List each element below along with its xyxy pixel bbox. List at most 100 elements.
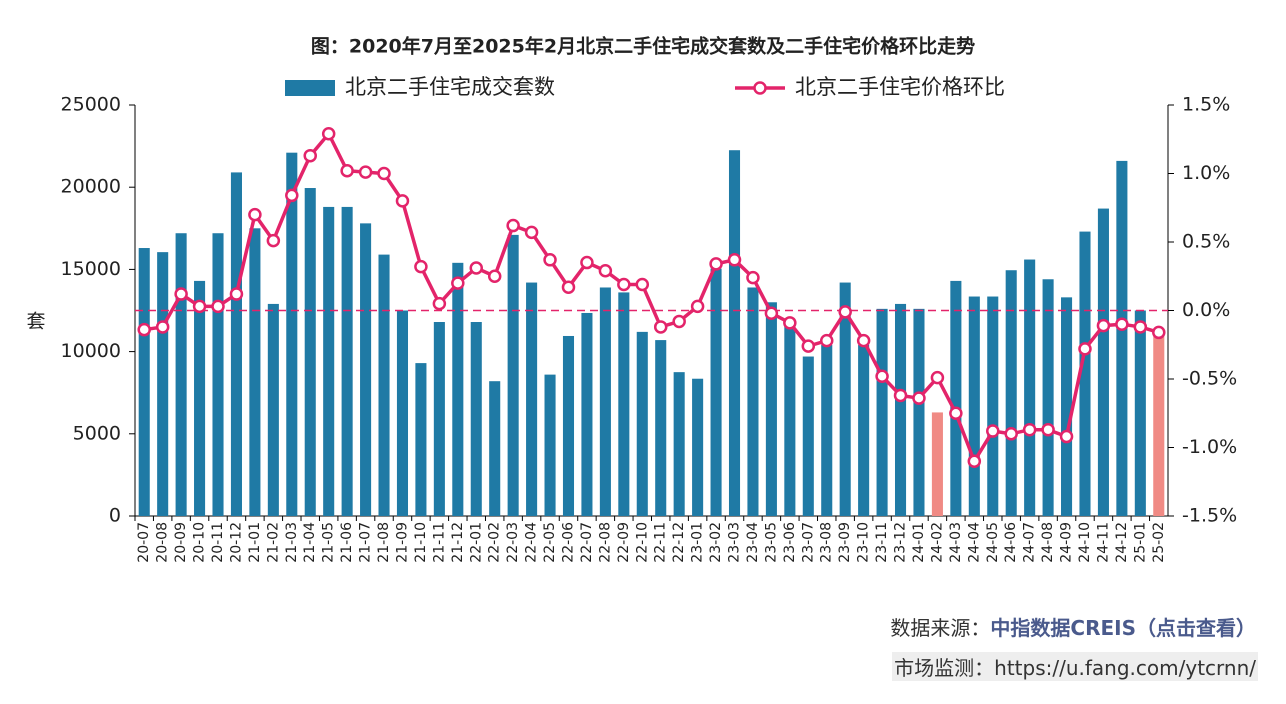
x-tick-label: 21-10 <box>413 522 429 563</box>
x-tick-label: 23-01 <box>690 522 706 563</box>
line-marker <box>1096 318 1111 333</box>
bar <box>950 280 962 516</box>
x-tick-label: 24-12 <box>1114 522 1130 563</box>
line-marker <box>617 277 631 292</box>
line-marker <box>875 369 889 384</box>
source-link[interactable]: 中指数据CREIS（点击查看） <box>990 616 1256 640</box>
bar <box>507 234 519 516</box>
bar <box>489 381 501 516</box>
bar <box>839 282 851 516</box>
line-marker <box>469 261 484 275</box>
x-tick-label: 21-02 <box>265 522 281 563</box>
bar <box>138 248 150 516</box>
line-marker <box>967 454 982 468</box>
y2-tick-label: 1.5% <box>1182 94 1230 116</box>
line-marker <box>1133 320 1148 334</box>
bar <box>415 363 427 516</box>
line-marker <box>893 388 908 403</box>
bar <box>765 302 777 516</box>
bar <box>194 280 206 516</box>
x-tick-label: 20-10 <box>192 522 208 563</box>
bar <box>360 223 372 517</box>
bar <box>1042 279 1054 516</box>
x-tick-label: 21-06 <box>339 522 355 563</box>
chart: 图：2020年7月至2025年2月北京二手住宅成交套数及二手住宅价格环比走势 套… <box>26 35 1237 563</box>
bar <box>267 303 279 516</box>
y2-tick-label: 0.0% <box>1182 299 1230 321</box>
bar <box>157 252 169 516</box>
line-marker <box>727 253 742 267</box>
bar <box>286 152 298 516</box>
x-tick-label: 22-01 <box>468 522 484 563</box>
line-marker <box>561 280 576 294</box>
line-marker <box>377 166 391 181</box>
line-marker <box>487 269 502 283</box>
y2-tick-label: 0.5% <box>1182 231 1230 253</box>
x-tick-label: 22-08 <box>597 522 613 563</box>
source: 数据来源：中指数据CREIS（点击查看） <box>890 612 1256 641</box>
line-marker <box>303 148 317 163</box>
bar <box>452 262 464 516</box>
line-marker <box>155 320 170 334</box>
monitor: 市场监测：https://u.fang.com/ytcrnn/ <box>892 652 1258 681</box>
y-axis-label: 套 <box>26 311 45 333</box>
line-marker <box>819 333 834 348</box>
legend-label: 北京二手住宅价格环比 <box>795 75 1005 99</box>
line-marker <box>321 127 336 141</box>
x-tick-label: 22-10 <box>634 522 650 563</box>
legend-marker <box>753 81 767 95</box>
x-tick-label: 21-12 <box>450 522 466 563</box>
x-tick-label: 25-02 <box>1151 522 1167 563</box>
y2-tick-label: -1.0% <box>1182 436 1237 458</box>
x-tick-label: 23-07 <box>800 522 816 563</box>
x-tick-label: 20-12 <box>228 522 244 563</box>
line-marker <box>986 424 1000 438</box>
x-tick-label: 21-09 <box>394 522 410 563</box>
bar <box>1153 335 1165 516</box>
source-label: 数据来源： <box>890 616 991 640</box>
legend-label: 北京二手住宅成交套数 <box>345 75 555 99</box>
y-tick-label: 10000 <box>61 340 121 362</box>
line-marker <box>1078 342 1092 356</box>
line-marker <box>635 277 650 292</box>
bar <box>673 372 685 516</box>
x-tick-label: 21-03 <box>284 522 300 563</box>
x-tick-label: 24-04 <box>966 522 982 563</box>
x-tick-label: 24-08 <box>1040 522 1056 563</box>
bar <box>1097 208 1109 516</box>
bar <box>858 345 870 516</box>
y-tick-label: 25000 <box>61 94 121 116</box>
x-tick-label: 24-06 <box>1003 522 1019 563</box>
line-marker <box>524 225 539 240</box>
bar <box>323 206 335 517</box>
bar <box>784 320 796 516</box>
y-tick-label: 15000 <box>61 258 121 280</box>
bar <box>655 340 667 516</box>
bar <box>692 378 704 516</box>
line-marker <box>395 194 410 208</box>
line-marker <box>746 270 760 285</box>
line-marker <box>543 253 557 267</box>
line-marker <box>690 299 705 314</box>
bar <box>433 322 445 516</box>
bar <box>304 188 316 516</box>
line-marker <box>672 314 686 329</box>
bar <box>1116 160 1128 516</box>
x-tick-label: 22-03 <box>505 522 521 563</box>
y2-tick-label: -1.5% <box>1182 505 1237 527</box>
x-tick-label: 20-09 <box>173 522 189 563</box>
line-marker <box>1152 325 1166 340</box>
y-tick-label: 20000 <box>61 176 121 198</box>
bar <box>230 172 242 517</box>
x-tick-label: 22-06 <box>560 522 576 563</box>
bar <box>175 233 187 516</box>
bar <box>1005 270 1017 516</box>
x-tick-label: 22-09 <box>616 522 632 563</box>
bar <box>1061 297 1073 516</box>
line-marker <box>285 188 299 203</box>
legend-swatch <box>285 80 335 96</box>
line-marker <box>949 406 963 420</box>
x-tick-label: 23-08 <box>819 522 835 563</box>
x-tick-label: 22-02 <box>487 522 503 563</box>
